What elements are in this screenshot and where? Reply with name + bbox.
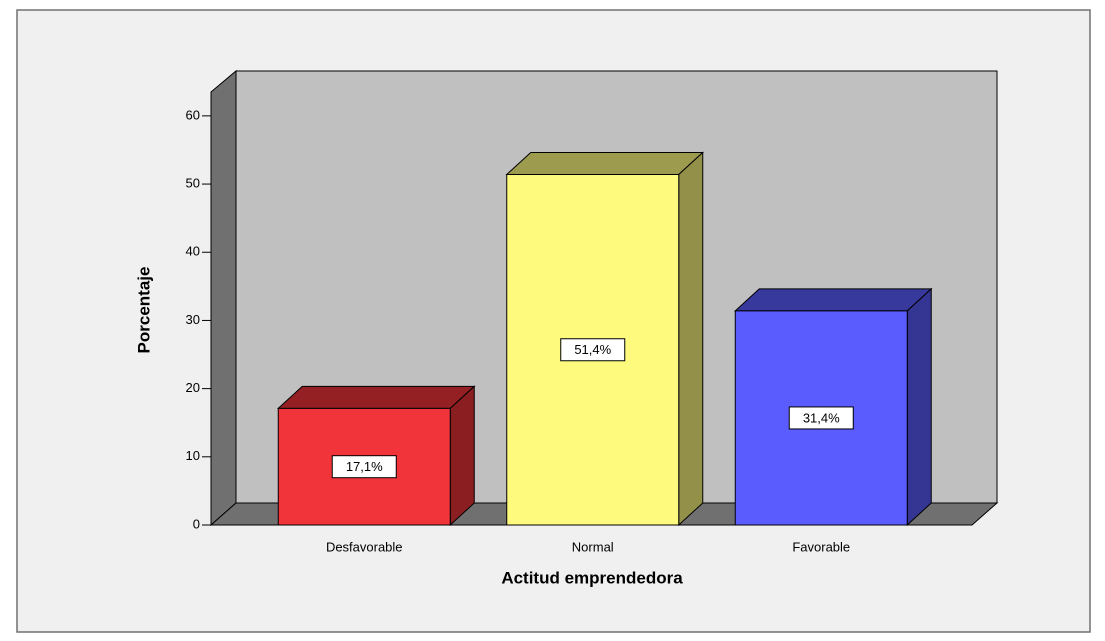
value-label-box	[560, 338, 626, 362]
y-tick-label: 40	[186, 244, 200, 259]
left-wall	[210, 69, 237, 527]
y-tick-label: 60	[186, 107, 200, 122]
x-tick-label: Desfavorable	[326, 539, 403, 554]
bar-top	[505, 152, 705, 176]
value-label: 51,4%	[574, 342, 611, 357]
y-tick-label: 10	[186, 448, 200, 463]
value-label-box	[331, 455, 397, 479]
bar-top	[276, 385, 476, 409]
bar-side	[449, 385, 475, 527]
x-axis-title: Actitud emprendedora	[501, 568, 683, 587]
y-tick-label: 50	[186, 175, 200, 190]
y-tick-label: 30	[186, 312, 200, 327]
value-label: 31,4%	[803, 410, 840, 425]
y-axis-title: Porcentaje	[134, 267, 153, 354]
value-label-box	[788, 406, 854, 430]
x-tick-label: Favorable	[792, 539, 850, 554]
y-tick-label: 20	[186, 380, 200, 395]
x-tick-label: Normal	[572, 539, 614, 554]
bar-side	[906, 287, 932, 527]
y-tick-label: 0	[193, 516, 200, 531]
bar-top	[733, 288, 933, 312]
bar-side	[678, 151, 704, 527]
value-label: 17,1%	[346, 459, 383, 474]
